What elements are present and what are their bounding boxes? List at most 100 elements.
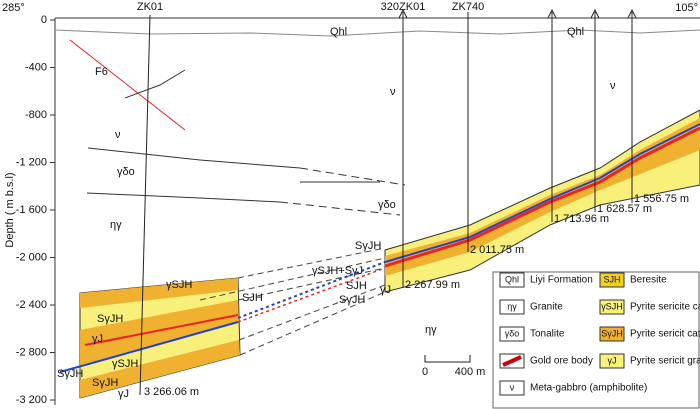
ore-label: γJ	[92, 333, 103, 345]
depth-label: 1 628.57 m	[597, 203, 652, 215]
legend-label: Beresite	[630, 275, 667, 286]
contact	[86, 192, 281, 203]
azimuth: 285°	[2, 2, 25, 14]
formation: ν	[610, 80, 616, 92]
gold-ore	[84, 314, 239, 346]
legend-label: Pyrite sericit granite	[630, 356, 700, 367]
axis-title: Depth ( m b.s.l)	[4, 172, 16, 247]
ore-line	[384, 123, 700, 263]
legend-symbol-text: γδo	[505, 328, 520, 338]
legend-symbol-text: ηγ	[507, 301, 517, 311]
depth-label: 3 266.06 m	[144, 386, 199, 398]
depth-label: 2 267.99 m	[405, 279, 460, 291]
fault	[69, 39, 186, 131]
legend-symbol	[502, 355, 522, 367]
ore-connector	[237, 261, 386, 319]
ore-label: SJH	[242, 292, 263, 304]
legend-symbol-text: SJH	[603, 274, 620, 284]
ore-label: SγJH	[92, 377, 118, 389]
drillhole	[139, 14, 151, 396]
legend-items: Qhl Liyi Formation SJH Beresite ηγ Granite γSJ…	[499, 272, 700, 396]
legend-symbol	[499, 272, 525, 288]
tick-label: -400	[25, 61, 47, 73]
legend-symbol	[499, 326, 525, 342]
tick-label: -1 600	[16, 204, 47, 216]
ore-label: SγJH	[97, 313, 123, 325]
legend-symbol	[499, 299, 525, 315]
legend-symbol-text: γSJH	[601, 301, 623, 311]
tick-label: -1 200	[16, 156, 47, 168]
legend-symbol-text: SγJH	[601, 328, 623, 338]
drillhole-label: 320ZK01	[381, 1, 426, 13]
legend-symbol	[599, 272, 625, 288]
ore-zone	[385, 118, 700, 276]
contact	[279, 201, 401, 216]
legend	[492, 271, 700, 409]
legend-symbol	[599, 299, 625, 315]
tick-label: 0	[41, 14, 47, 26]
connector	[199, 247, 386, 356]
legend-label: Pyrite sericit cataclastic granite	[630, 329, 700, 340]
ore-label: γSJH	[166, 279, 192, 291]
ore-connector	[237, 267, 386, 323]
tick-label: -800	[25, 109, 47, 121]
contact	[87, 147, 301, 169]
gold-ore	[384, 126, 700, 268]
contact	[124, 69, 186, 99]
legend-symbol-text: γJ	[608, 355, 617, 365]
legend-label: Pyrite sericite cataclasite	[630, 302, 700, 313]
scale-label: 400 m	[455, 366, 486, 378]
ore-zone	[80, 300, 239, 365]
formation: ν	[390, 86, 396, 98]
formation: Qhl	[567, 26, 584, 38]
formation: γδo	[378, 199, 396, 211]
legend-label: Granite	[530, 302, 563, 313]
formation: γδo	[117, 166, 135, 178]
legend-label: Meta-gabbro (amphibolite)	[530, 383, 647, 394]
legend-label: Gold ore body	[530, 356, 593, 367]
legend-label: Tonalite	[530, 329, 565, 340]
tick-label: -2 400	[16, 299, 47, 311]
ore-label: γJ	[118, 388, 129, 400]
legend-symbol-text: Qhl	[505, 274, 519, 284]
ore-zone	[80, 278, 238, 308]
ore-zone	[80, 340, 240, 398]
ore-label: γJ	[380, 284, 391, 296]
legend-label: Liyi Formation	[530, 275, 593, 286]
formation: Qhl	[330, 26, 347, 38]
scale-bar	[424, 355, 471, 363]
legend-symbol	[499, 380, 525, 396]
depth-label: 1 713.96 m	[554, 213, 609, 225]
ore-label: SγJH	[339, 294, 365, 306]
drillhole-label: ZK740	[452, 1, 484, 13]
formation: ηγ	[425, 324, 437, 336]
ore-label: SJH	[346, 280, 367, 292]
ore-line	[59, 321, 239, 373]
tick-label: -2 800	[16, 346, 47, 358]
formation: F6	[95, 66, 108, 78]
drillholes	[398, 8, 637, 288]
legend-symbol-text: ν	[510, 382, 515, 392]
tick-label: -2 000	[16, 251, 47, 263]
tick-label: -3 200	[16, 394, 47, 406]
depth-label: 1 556.75 m	[634, 193, 689, 205]
drillhole-label: ZK01	[137, 1, 163, 13]
ore-label: γSJH+SγJ	[312, 265, 363, 277]
depth-labels: 3 266.06 m 2 267.99 m 2 011.75 m 1 713.9…	[144, 193, 689, 398]
ore-label: SγJH	[355, 240, 381, 252]
legend-symbol	[599, 326, 625, 342]
ore-label: SγJH	[57, 368, 83, 380]
legend-symbol	[599, 353, 625, 369]
ore-labels: SγJH γSJH+SγJ SJH γJ SγJH γSJH SJH SγJH …	[57, 240, 391, 400]
scale-label: 0	[422, 366, 428, 378]
ticks: 0 -400 -800 -1 200 -1 600 -2 000 -2 400 -2 800 -…	[16, 14, 55, 406]
azimuth: 105°	[675, 2, 698, 14]
surface	[54, 29, 700, 37]
ore-label: γSJH	[112, 358, 138, 370]
contact	[299, 167, 406, 186]
formation: ν	[115, 129, 121, 141]
formation: ηγ	[110, 219, 122, 231]
depth-label: 2 011.75 m	[470, 244, 524, 256]
